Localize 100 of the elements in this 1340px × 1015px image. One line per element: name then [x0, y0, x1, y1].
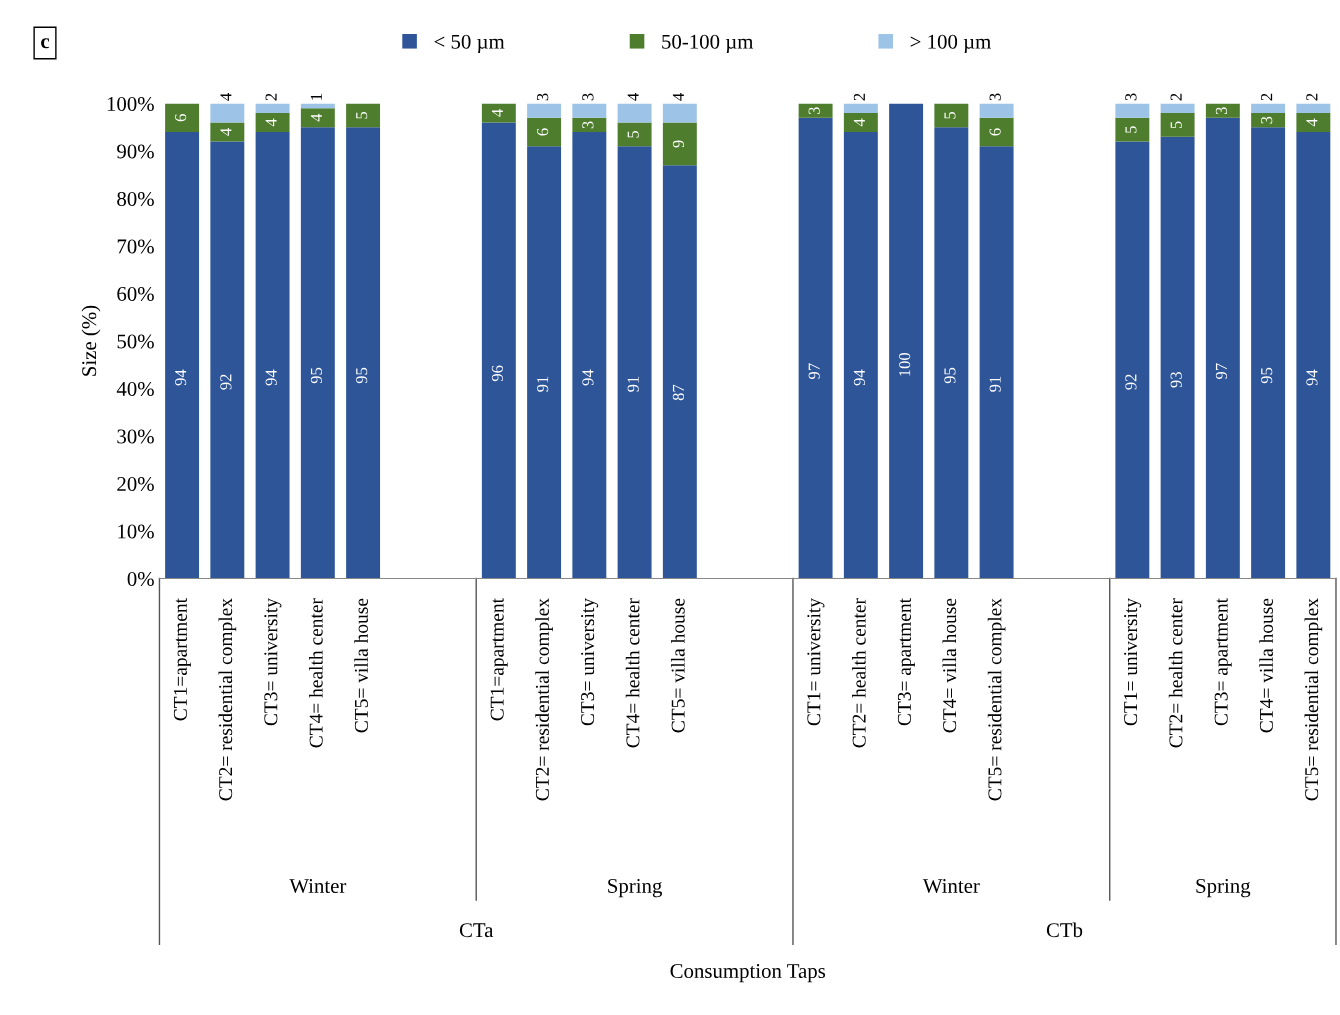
data-label: 4 — [627, 93, 639, 101]
bar — [934, 127, 969, 579]
bar — [798, 103, 833, 118]
bar — [572, 103, 607, 118]
bar — [300, 127, 335, 579]
data-label: 3 — [989, 93, 1001, 101]
data-label: 94 — [853, 369, 866, 386]
data-label: 5 — [356, 111, 368, 119]
text: Spring — [608, 878, 662, 898]
data-label: 92 — [220, 374, 232, 390]
bar — [210, 141, 245, 579]
bar — [1251, 127, 1286, 579]
x-tick-label: CT5= villa house — [354, 598, 368, 733]
bar — [255, 132, 290, 579]
data-label: 94 — [175, 369, 187, 386]
bar — [346, 103, 381, 128]
data-label: 3 — [582, 121, 594, 129]
x-tick-label: CT2= health center — [1168, 598, 1183, 748]
data-label: 9 — [672, 140, 685, 148]
x-tick-label: CT4= villa house — [1259, 598, 1273, 733]
data-label: 97 — [808, 363, 820, 379]
bar — [572, 117, 607, 133]
data-label: 94 — [582, 369, 594, 386]
data-label: 5 — [627, 130, 639, 138]
data-label: 91 — [537, 376, 549, 392]
y-tick-label: 100% — [107, 96, 154, 112]
bar — [843, 103, 878, 114]
data-label: 1 — [310, 93, 322, 100]
data-label: 4 — [220, 93, 232, 101]
x-tick-label: CT5= residential complex — [987, 598, 1006, 801]
bar — [527, 117, 562, 147]
data-label: 4 — [310, 113, 322, 122]
x-tick-label: CT1=apartment — [490, 598, 508, 721]
bar — [1115, 103, 1150, 118]
x-tick-label: CT4= health center — [309, 598, 323, 748]
x-tick-label: CT1= university — [1124, 598, 1142, 726]
legend-label: > 100 µm — [910, 34, 991, 53]
bar — [1205, 103, 1240, 118]
x-tick-label: CT4= villa house — [942, 598, 957, 733]
data-label: 4 — [265, 118, 277, 127]
bar — [979, 117, 1014, 147]
bar — [1251, 113, 1286, 128]
text: c — [41, 38, 50, 49]
data-label: 4 — [672, 93, 684, 101]
x-tick-label: CT2= residential complex — [535, 598, 553, 801]
bar — [255, 103, 290, 114]
x-tick-label: CT4= health center — [625, 598, 640, 748]
data-label: 96 — [491, 365, 504, 382]
data-label: 92 — [1125, 374, 1137, 390]
bar — [1251, 103, 1286, 114]
bar — [1160, 136, 1195, 579]
bar — [662, 165, 697, 579]
y-tick-label: 0% — [127, 571, 154, 587]
bar — [889, 103, 924, 579]
bar — [843, 113, 878, 133]
data-label: 3 — [582, 93, 594, 101]
data-label: 4 — [491, 109, 503, 117]
data-label: 5 — [1125, 126, 1137, 133]
data-label: 3 — [808, 107, 820, 115]
bar — [165, 132, 200, 579]
data-label: 2 — [1306, 93, 1318, 101]
bar — [617, 103, 652, 123]
data-label: 95 — [944, 367, 956, 384]
bar — [210, 122, 245, 142]
bar — [210, 103, 245, 123]
text: Consumption Taps — [670, 964, 826, 983]
bar — [662, 122, 697, 166]
data-label: 3 — [1261, 116, 1273, 124]
y-tick-label: 50% — [117, 334, 154, 349]
x-tick-label: CT1= university — [807, 598, 825, 726]
bar — [346, 127, 381, 579]
bar — [1160, 113, 1195, 137]
bar — [1205, 117, 1240, 579]
data-label: 3 — [1125, 93, 1137, 101]
data-label: 5 — [944, 111, 956, 119]
x-tick-label: CT5= villa house — [671, 598, 685, 733]
y-tick-label: 80% — [117, 191, 154, 207]
data-label: 97 — [1215, 363, 1228, 379]
text: CTa — [459, 923, 494, 938]
data-label: 2 — [265, 93, 277, 101]
bar — [1115, 117, 1150, 142]
x-tick-label: CT5= residential complex — [1304, 598, 1323, 801]
bar — [979, 103, 1014, 118]
bar — [165, 103, 200, 133]
bar — [527, 146, 562, 579]
data-label: 3 — [1215, 107, 1228, 115]
y-tick-label: 40% — [116, 381, 154, 397]
bar — [934, 103, 969, 128]
bar — [617, 122, 652, 147]
y-tick-label: 30% — [117, 429, 154, 444]
y-tick-label: 20% — [117, 476, 154, 492]
bar — [481, 103, 516, 123]
data-label: 5 — [1170, 121, 1182, 129]
data-label: 95 — [310, 367, 323, 384]
data-label: 95 — [1261, 367, 1273, 384]
y-tick-label: 90% — [117, 144, 154, 159]
data-label: 95 — [356, 367, 368, 384]
data-label: 2 — [1261, 93, 1273, 101]
bar — [1296, 103, 1331, 114]
data-label: 91 — [989, 376, 1001, 392]
